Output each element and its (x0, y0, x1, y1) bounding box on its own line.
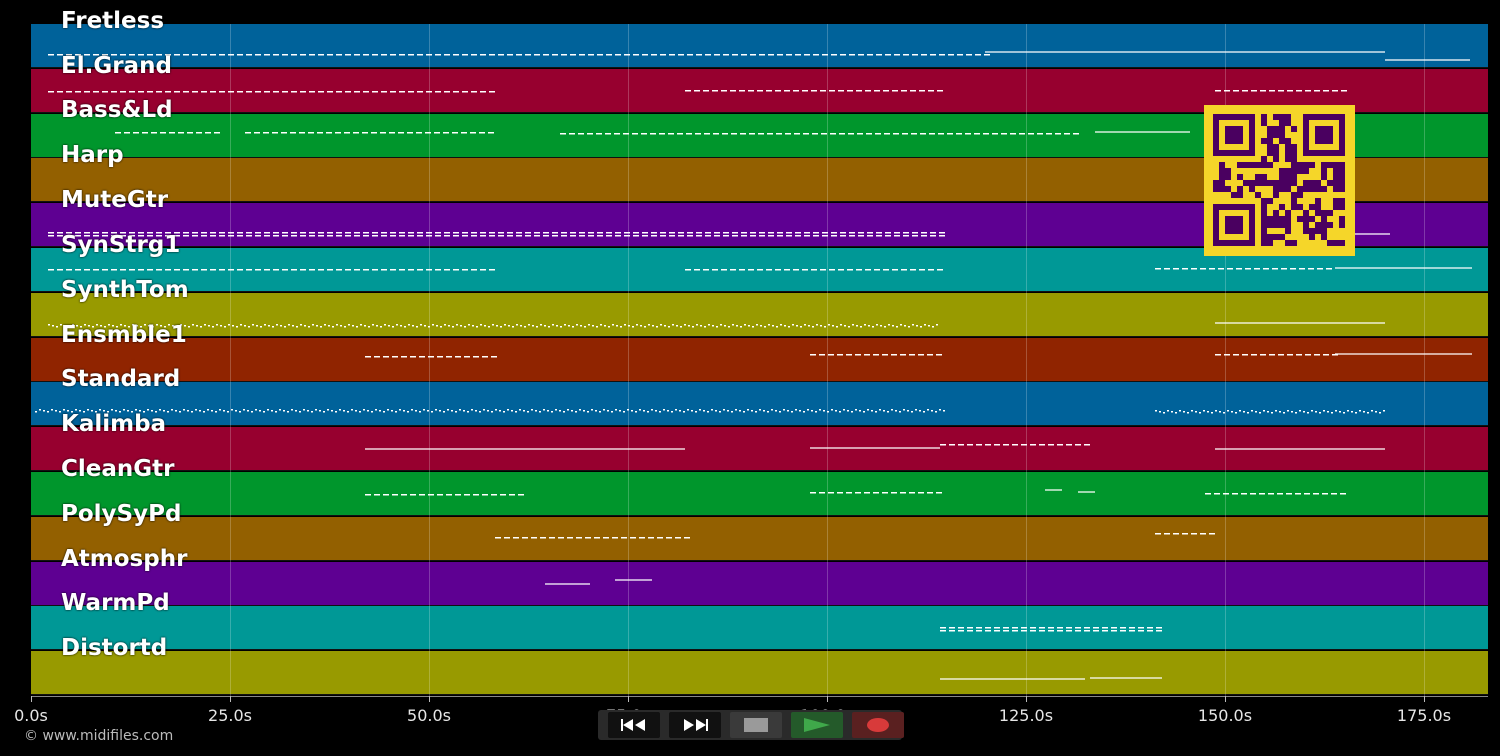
track-label: Atmosphr (61, 546, 188, 572)
time-tick-label: 125.0s (998, 706, 1054, 725)
gridline (628, 24, 629, 696)
tick-mark (429, 696, 430, 702)
gridline (230, 24, 231, 696)
fast-forward-icon (684, 719, 708, 731)
track-label: PolySyPd (61, 501, 182, 527)
track-label: El.Grand (61, 53, 172, 79)
gridline (429, 24, 430, 696)
track-ensmble1 (31, 338, 1488, 382)
track-label: SynStrg1 (61, 232, 181, 258)
track-label: Fretless (61, 8, 165, 34)
track-synthtom (31, 293, 1488, 337)
time-tick-label: 50.0s (407, 706, 451, 725)
time-tick-label: 25.0s (208, 706, 252, 725)
track-label: Kalimba (61, 411, 167, 437)
track-atmosphr (31, 562, 1488, 606)
tick-mark (827, 696, 828, 702)
record-icon (867, 718, 889, 732)
track-label: Distortd (61, 635, 168, 661)
tick-mark (1424, 696, 1425, 702)
stop-icon (744, 718, 768, 732)
track-label: Harp (61, 142, 124, 168)
stop-button[interactable] (730, 712, 782, 738)
play-icon (804, 718, 830, 732)
track-label: CleanGtr (61, 456, 175, 482)
track-polysypd (31, 517, 1488, 561)
play-button[interactable] (791, 712, 843, 738)
rewind-icon (621, 719, 645, 731)
track-label: SynthTom (61, 277, 189, 303)
track-standard (31, 382, 1488, 426)
tick-mark (230, 696, 231, 702)
tick-mark (31, 696, 32, 702)
time-tick-label: 150.0s (1197, 706, 1253, 725)
record-button[interactable] (852, 712, 904, 738)
track-label: Bass&Ld (61, 97, 173, 123)
track-cleangtr (31, 472, 1488, 516)
track-label: Standard (61, 366, 181, 392)
track-label: Ensmble1 (61, 322, 187, 348)
track-kalimba (31, 427, 1488, 471)
track-warmpd (31, 606, 1488, 650)
transport-controls (598, 710, 904, 740)
fast-forward-button[interactable] (669, 712, 721, 738)
track-label: MuteGtr (61, 187, 169, 213)
gridline (1424, 24, 1425, 696)
time-axis-line (31, 696, 1488, 697)
tick-mark (628, 696, 629, 702)
gridline (1225, 24, 1226, 696)
tick-mark (1225, 696, 1226, 702)
track-label: WarmPd (61, 590, 170, 616)
track-distortd (31, 651, 1488, 695)
track-fretless (31, 24, 1488, 68)
copyright-text: © www.midifiles.com (24, 728, 174, 744)
time-tick-label: 175.0s (1396, 706, 1452, 725)
time-tick-label: 0.0s (14, 706, 48, 725)
rewind-button[interactable] (608, 712, 660, 738)
gridline (827, 24, 828, 696)
tick-mark (1026, 696, 1027, 702)
qr-code (1204, 105, 1355, 256)
gridline (1026, 24, 1027, 696)
